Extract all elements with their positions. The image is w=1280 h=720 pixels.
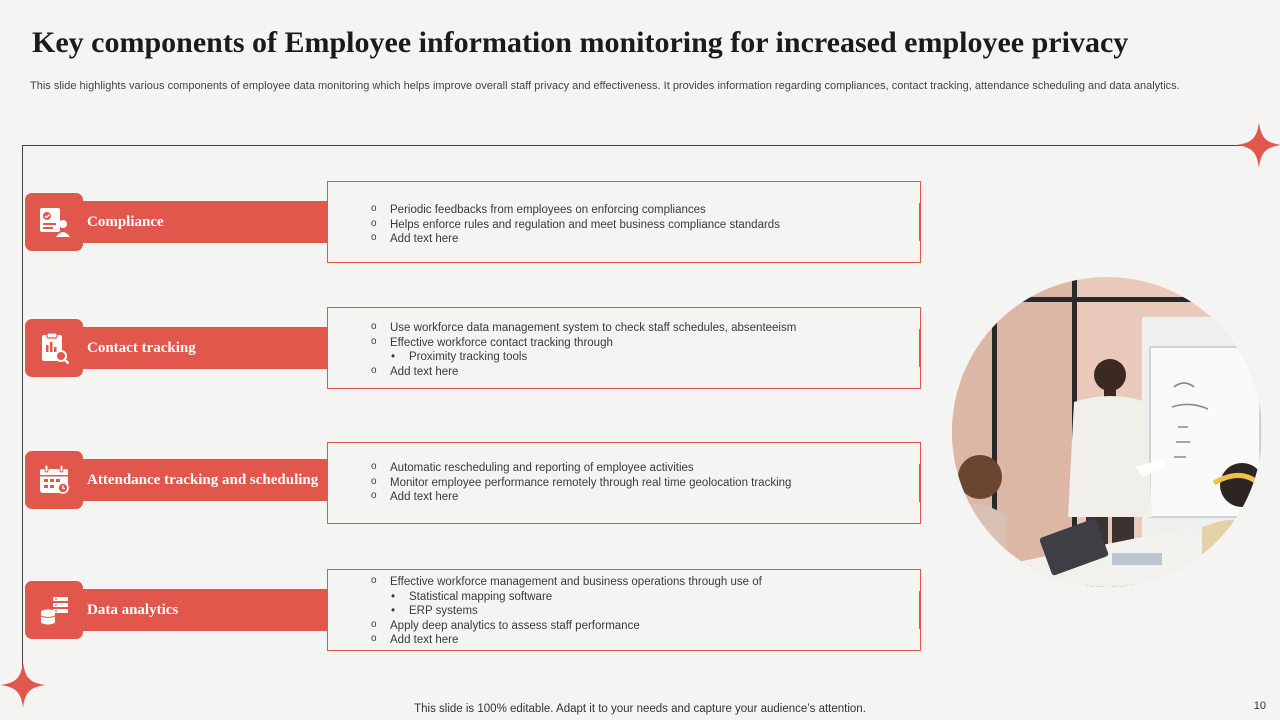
list-item: Periodic feedbacks from employees on enf… xyxy=(368,202,910,218)
list-item: Helps enforce rules and regulation and m… xyxy=(368,217,910,233)
compliance-label-bar: Compliance xyxy=(83,201,354,243)
card-edge-tab xyxy=(919,464,921,502)
top-divider-line xyxy=(22,145,1242,146)
component-row-attendance: Attendance tracking and scheduling Autom… xyxy=(0,438,940,524)
card-edge-tab xyxy=(919,329,921,367)
list-item: Effective workforce contact tracking thr… xyxy=(368,335,910,351)
component-row-contact-tracking: Contact tracking Use workforce data mana… xyxy=(0,306,940,390)
left-divider-line xyxy=(22,145,23,685)
contact-tracking-details-card: Use workforce data management system to … xyxy=(327,307,921,389)
list-sub-item: Statistical mapping software xyxy=(368,590,910,605)
clipboard-search-icon xyxy=(25,319,83,377)
page-number: 10 xyxy=(1253,700,1266,712)
calendar-icon xyxy=(25,451,83,509)
list-item: Add text here xyxy=(368,231,910,247)
list-item: Monitor employee performance remotely th… xyxy=(368,475,910,491)
list-item: Effective workforce management and busin… xyxy=(368,574,910,590)
compliance-details-card: Periodic feedbacks from employees on enf… xyxy=(327,181,921,263)
sparkle-star-icon-top-right xyxy=(1236,122,1280,168)
list-item: Use workforce data management system to … xyxy=(368,320,910,336)
list-item: Apply deep analytics to assess staff per… xyxy=(368,618,910,634)
list-item: Add text here xyxy=(368,632,910,648)
list-sub-item: Proximity tracking tools xyxy=(368,350,910,365)
component-row-data-analytics: Data analytics Effective workforce manag… xyxy=(0,568,940,652)
data-analytics-details-card: Effective workforce management and busin… xyxy=(327,569,921,651)
component-row-compliance: Compliance Periodic feedbacks from emplo… xyxy=(0,180,940,264)
attendance-details-card: Automatic rescheduling and reporting of … xyxy=(327,442,921,524)
sparkle-star-icon-bottom-left xyxy=(0,662,46,708)
card-edge-tab xyxy=(919,203,921,241)
contact-tracking-label-bar: Contact tracking xyxy=(83,327,354,369)
slide-subtitle: This slide highlights various components… xyxy=(30,80,1180,92)
slide-footer-note: This slide is 100% editable. Adapt it to… xyxy=(414,703,866,715)
meeting-photo xyxy=(952,277,1262,587)
list-item: Add text here xyxy=(368,489,910,505)
list-item: Automatic rescheduling and reporting of … xyxy=(368,460,910,476)
attendance-label-bar: Attendance tracking and scheduling xyxy=(83,459,354,501)
data-analytics-label-bar: Data analytics xyxy=(83,589,354,631)
compliance-document-icon xyxy=(25,193,83,251)
list-sub-item: ERP systems xyxy=(368,604,910,619)
slide-title: Key components of Employee information m… xyxy=(32,26,1129,59)
list-item: Add text here xyxy=(368,364,910,380)
card-edge-tab xyxy=(919,591,921,629)
database-icon xyxy=(25,581,83,639)
